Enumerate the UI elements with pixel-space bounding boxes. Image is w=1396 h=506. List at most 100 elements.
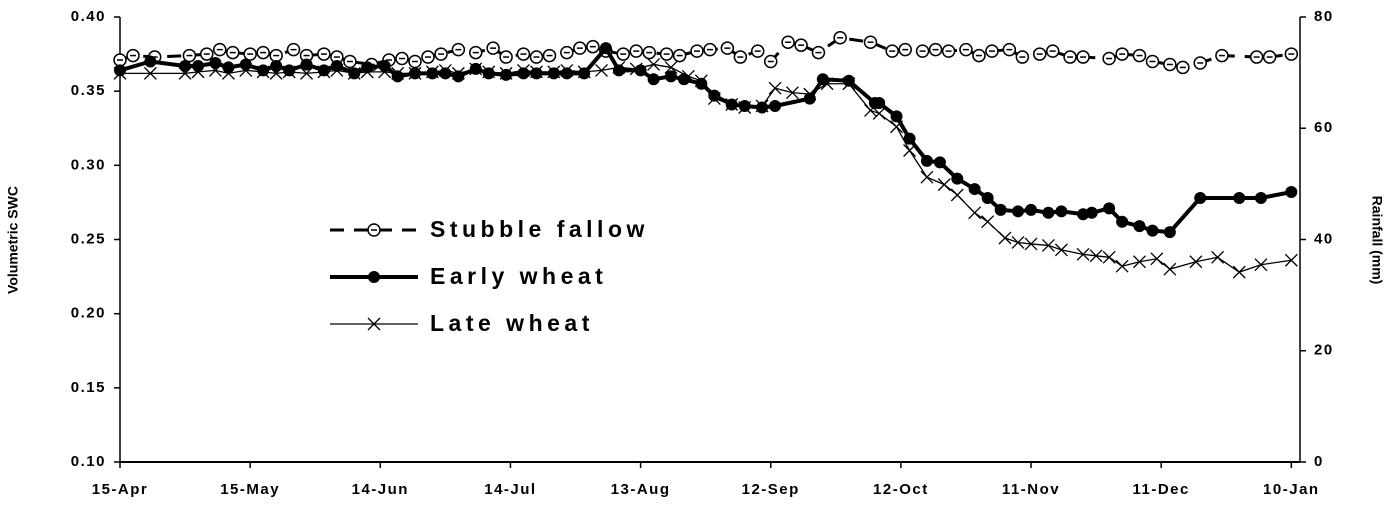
data-point [750, 44, 765, 58]
data-point [499, 50, 513, 64]
data-point [1215, 48, 1229, 63]
data-point [677, 73, 690, 86]
data-point [915, 44, 930, 58]
data-point [903, 144, 917, 157]
data-point [1042, 206, 1055, 219]
data-point [1115, 47, 1129, 61]
data-point [1232, 265, 1246, 279]
x-tick-label: 12-Oct [873, 481, 929, 498]
data-point [612, 60, 626, 74]
data-point [547, 67, 560, 80]
data-point [391, 70, 404, 83]
data-point [343, 54, 357, 69]
data-point [378, 59, 391, 72]
data-point [959, 42, 973, 57]
data-point [890, 110, 903, 123]
data-point [269, 48, 283, 63]
data-point [378, 65, 392, 79]
data-point [733, 50, 748, 64]
data-point [1211, 250, 1225, 264]
legend-marker [367, 317, 381, 331]
data-point [738, 100, 751, 112]
data-point [616, 47, 630, 61]
legend-marker [368, 271, 380, 283]
data-point [1032, 47, 1047, 61]
legend-label: Early wheat [430, 263, 607, 289]
data-point [1041, 238, 1055, 252]
data-point [577, 65, 591, 79]
data-point [803, 87, 817, 101]
data-point [1045, 44, 1060, 58]
x-tick-label: 14-Jun [352, 481, 409, 498]
data-point [708, 89, 721, 102]
data-point [903, 132, 916, 145]
data-point [1055, 205, 1068, 218]
data-point [694, 74, 708, 88]
data-point [664, 70, 677, 83]
data-point [361, 61, 374, 74]
data-point [269, 66, 283, 80]
data-point [529, 50, 544, 64]
data-point [426, 67, 439, 80]
data-point [968, 183, 981, 196]
data-point [873, 97, 886, 110]
data-point [126, 48, 140, 63]
data-point [1254, 258, 1268, 272]
data-point [113, 66, 127, 80]
data-point [530, 65, 543, 79]
data-point [1002, 42, 1017, 57]
data-point [690, 44, 704, 58]
data-point [114, 64, 126, 77]
data-point [395, 51, 409, 66]
data-point [803, 92, 816, 105]
data-point [595, 63, 609, 77]
data-point [243, 47, 257, 61]
data-point [937, 178, 951, 192]
data-point [794, 38, 808, 52]
data-point [1102, 250, 1116, 264]
data-point [1085, 206, 1098, 219]
data-point [1076, 247, 1090, 261]
data-point [833, 31, 847, 45]
data-point [1054, 243, 1068, 257]
data-point [182, 48, 197, 63]
data-point [1024, 237, 1038, 251]
data-point [612, 64, 625, 77]
data-point [664, 60, 678, 74]
y-tick-label: 0.10 [71, 453, 106, 470]
data-point [950, 188, 964, 202]
data-point [629, 62, 643, 76]
y-axis-label: Volumetric SWC [5, 186, 21, 294]
y2-tick-label: 60 [1314, 119, 1334, 136]
data-point [270, 59, 283, 72]
data-point [547, 65, 561, 79]
data-point [1262, 50, 1277, 64]
data-point [421, 50, 435, 64]
data-point [209, 56, 222, 69]
data-point [486, 41, 500, 55]
data-point [755, 99, 769, 113]
data-point [1025, 203, 1038, 216]
data-point [920, 170, 934, 184]
y2-tick-label: 20 [1314, 342, 1334, 359]
data-point [530, 67, 543, 80]
data-point [282, 65, 296, 79]
data-point [560, 63, 574, 77]
data-point [672, 48, 687, 63]
data-point [725, 98, 739, 111]
data-point [208, 63, 222, 77]
data-point [257, 64, 270, 77]
data-point [763, 54, 778, 69]
data-point [1163, 226, 1176, 239]
data-point [994, 203, 1007, 216]
data-point [885, 44, 899, 58]
data-point [408, 54, 422, 69]
data-point [1285, 186, 1298, 199]
data-point [695, 77, 708, 90]
data-point [1193, 56, 1207, 70]
data-point [578, 67, 591, 80]
data-point [1176, 60, 1190, 75]
x-tick-label: 14-Jul [484, 481, 536, 498]
data-point [560, 45, 574, 60]
y-tick-label: 0.15 [71, 379, 106, 396]
